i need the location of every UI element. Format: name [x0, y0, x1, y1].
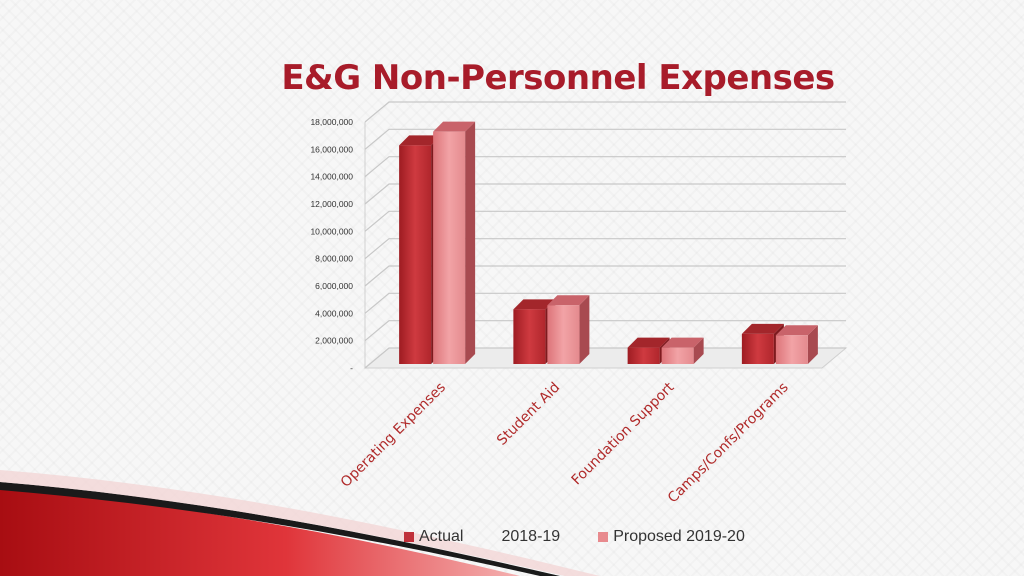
gridline	[364, 183, 846, 205]
bar-top	[433, 121, 476, 132]
x-tick-label: Operating Expenses	[338, 380, 449, 491]
legend: Actual 2018-19 Proposed 2019-20	[404, 526, 745, 548]
bar-top	[775, 325, 818, 336]
x-tick-label: Student Aid	[494, 380, 563, 449]
bar	[433, 131, 466, 364]
decorative-swoosh	[0, 470, 600, 576]
gridline	[364, 320, 846, 342]
y-tick-label: 14,000,000	[310, 172, 353, 182]
y-tick-label: 8,000,000	[315, 254, 353, 264]
bar	[775, 335, 808, 364]
y-tick-label: 12,000,000	[310, 199, 353, 209]
y-tick-label: 6,000,000	[315, 281, 353, 291]
legend-swatch-proposed	[598, 532, 609, 542]
bar	[399, 145, 432, 364]
y-tick-label: 18,000,000	[310, 117, 353, 127]
bar-side	[693, 337, 704, 364]
legend-label-actual: Actual	[419, 528, 464, 545]
bar-side	[807, 325, 818, 364]
y-tick-label: 2,000,000	[315, 336, 353, 346]
bar-side	[579, 295, 590, 364]
bar-top	[627, 337, 670, 348]
bar-top	[399, 135, 442, 146]
bar-top	[741, 323, 784, 334]
bar-side	[465, 121, 476, 365]
legend-item-actual: Actual	[404, 528, 463, 546]
bar-top	[513, 299, 556, 310]
y-tick-label: -	[350, 363, 353, 373]
y-tick-label: 4,000,000	[315, 308, 353, 318]
legend-period-label: 2018-19	[501, 528, 561, 545]
bar-top	[661, 337, 704, 348]
gridline	[364, 210, 846, 232]
bar	[547, 305, 580, 364]
gridline	[364, 265, 846, 287]
bar	[627, 347, 660, 364]
gridline	[364, 238, 846, 260]
x-tick-label: Foundation Support	[569, 379, 678, 488]
gridline	[364, 156, 846, 178]
y-tick-label: 10,000,000	[310, 226, 353, 236]
chart-title: E&G Non-Personnel Expenses	[281, 58, 835, 98]
y-tick-label: 16,000,000	[310, 144, 353, 154]
gridline	[364, 128, 846, 150]
legend-label-proposed: Proposed 2019-20	[613, 528, 745, 545]
legend-item-proposed: Proposed 2019-20	[598, 528, 745, 546]
bar-top	[547, 295, 590, 306]
bar	[741, 333, 774, 364]
bar	[661, 347, 694, 364]
plot-area: - 2,000,000 4,000,000 6,000,000 8,000,000 10,…	[310, 101, 848, 507]
legend-swatch-actual	[404, 532, 414, 542]
bar	[513, 309, 546, 364]
x-tick-label: Camps/Confs/Programs	[665, 380, 792, 507]
gridline	[364, 292, 846, 314]
gridline	[364, 101, 846, 123]
